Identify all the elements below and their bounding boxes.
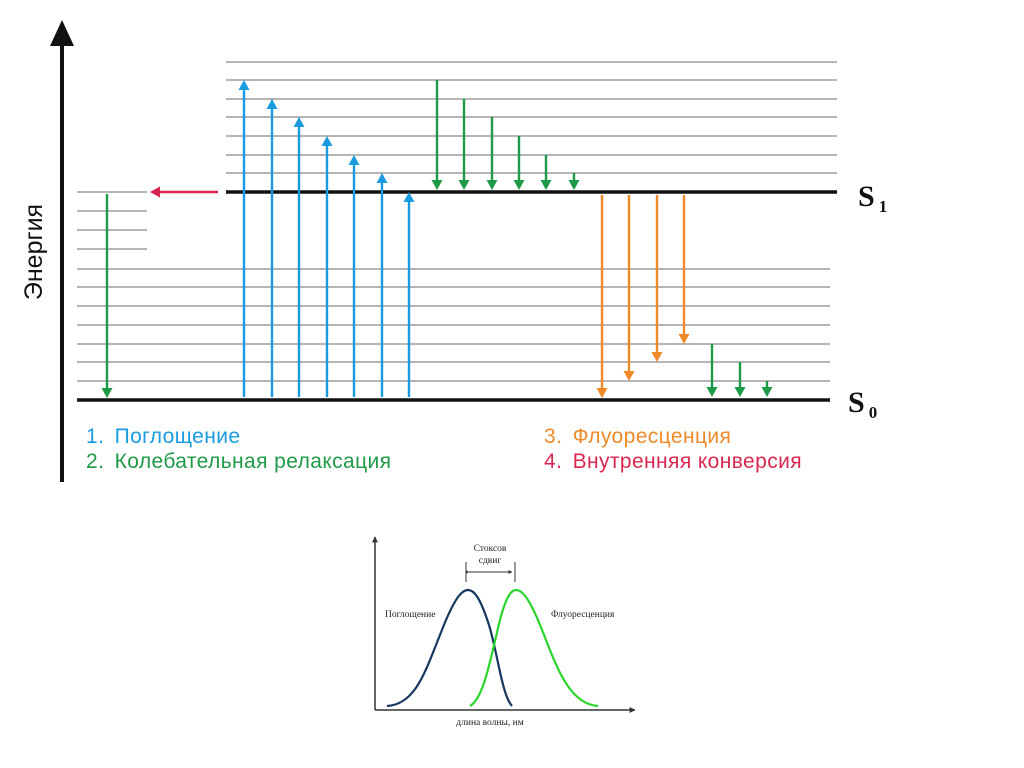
fluorescence-arrow-head — [678, 334, 690, 344]
state-label-s1-letter: S — [858, 180, 875, 213]
vibrational-relaxation-arrow-head — [761, 387, 773, 397]
vibrational-relaxation-arrow-left-head — [101, 388, 113, 398]
absorption-arrow-head — [403, 192, 415, 202]
fluorescence-arrow — [623, 195, 635, 381]
legend-number: 1. — [86, 425, 104, 448]
absorption-arrow — [376, 173, 388, 397]
legend-text: Флуоресценция — [573, 425, 732, 448]
vibrational-relaxation-arrow — [431, 80, 443, 190]
stokes-label-line1: Стоксов — [474, 544, 507, 554]
absorption-arrow-head — [376, 173, 388, 183]
transition-arrows — [101, 80, 773, 398]
spectrum-chart: Стоксов сдвиг Поглощение Флуоресценция д… — [372, 536, 636, 728]
absorption-arrow — [403, 192, 415, 397]
state-label-s0-subscript: 0 — [869, 403, 878, 422]
fluorescence-arrow — [596, 195, 608, 398]
vibrational-relaxation-arrow-head — [486, 180, 498, 190]
absorption-arrow-head — [266, 99, 278, 109]
spectrum-x-axis-label: длина волны, нм — [456, 718, 523, 728]
fluorescence-curve-label: Флуоресценция — [551, 610, 615, 620]
vibrational-relaxation-arrow — [568, 173, 580, 190]
vibrational-relaxation-arrow-head — [706, 387, 718, 397]
fluorescence-curve — [469, 588, 599, 708]
legend-number: 2. — [86, 450, 104, 473]
legend-number: 3. — [544, 425, 562, 448]
fluorescence-arrow-head — [596, 388, 608, 398]
vibrational-relaxation-arrow — [513, 136, 525, 190]
vibrational-relaxation-arrow-head — [568, 180, 580, 190]
legend: 1. Поглощение 2. Колебательная релаксаци… — [86, 425, 802, 473]
energy-axis-arrowhead — [50, 20, 74, 46]
fluorescence-arrow-head — [623, 371, 635, 381]
internal-conversion-arrow — [150, 186, 218, 198]
state-label-s0-letter: S — [848, 386, 865, 419]
absorption-arrow — [348, 155, 360, 397]
legend-item-vibrational-relaxation: 2. Колебательная релаксация — [86, 450, 391, 473]
absorption-arrow-head — [348, 155, 360, 165]
absorption-curve-label: Поглощение — [385, 610, 435, 620]
vibrational-relaxation-arrow-head — [431, 180, 443, 190]
legend-text: Внутренняя конверсия — [573, 450, 802, 473]
internal-conversion-arrow-head — [150, 186, 160, 198]
legend-text: Поглощение — [115, 425, 241, 448]
absorption-arrow — [266, 99, 278, 397]
legend-text: Колебательная релаксация — [115, 450, 392, 473]
fluorescence-arrow-head — [651, 352, 663, 362]
absorption-curve — [386, 588, 513, 708]
legend-item-fluorescence: 3. Флуоресценция — [544, 425, 731, 448]
energy-levels — [77, 61, 837, 402]
legend-number: 4. — [544, 450, 562, 473]
absorption-arrow — [293, 117, 305, 397]
absorption-arrow-head — [293, 117, 305, 127]
state-label-s1-subscript: 1 — [879, 197, 888, 216]
vibrational-relaxation-arrow — [734, 362, 746, 397]
stokes-label-line2: сдвиг — [479, 556, 502, 566]
vibrational-relaxation-arrow — [458, 99, 470, 190]
vibrational-relaxation-arrow-head — [513, 180, 525, 190]
absorption-arrow — [321, 136, 333, 397]
vibrational-relaxation-arrow — [706, 344, 718, 397]
absorption-arrow-head — [238, 80, 250, 90]
energy-axis — [50, 20, 74, 482]
vibrational-relaxation-arrow-left — [101, 194, 113, 398]
energy-axis-label: Энергия — [20, 204, 48, 300]
legend-item-internal-conversion: 4. Внутренняя конверсия — [544, 450, 802, 473]
absorption-arrow-head — [321, 136, 333, 146]
vibrational-relaxation-arrow — [761, 381, 773, 397]
vibrational-relaxation-arrow — [486, 117, 498, 190]
absorption-arrow — [238, 80, 250, 397]
vibrational-relaxation-arrow-head — [540, 180, 552, 190]
vibrational-relaxation-arrow — [540, 155, 552, 190]
vibrational-relaxation-arrow-head — [734, 387, 746, 397]
fluorescence-arrow — [651, 195, 663, 362]
legend-item-absorption: 1. Поглощение — [86, 425, 240, 448]
vibrational-relaxation-arrow-head — [458, 180, 470, 190]
fluorescence-arrow — [678, 195, 690, 344]
